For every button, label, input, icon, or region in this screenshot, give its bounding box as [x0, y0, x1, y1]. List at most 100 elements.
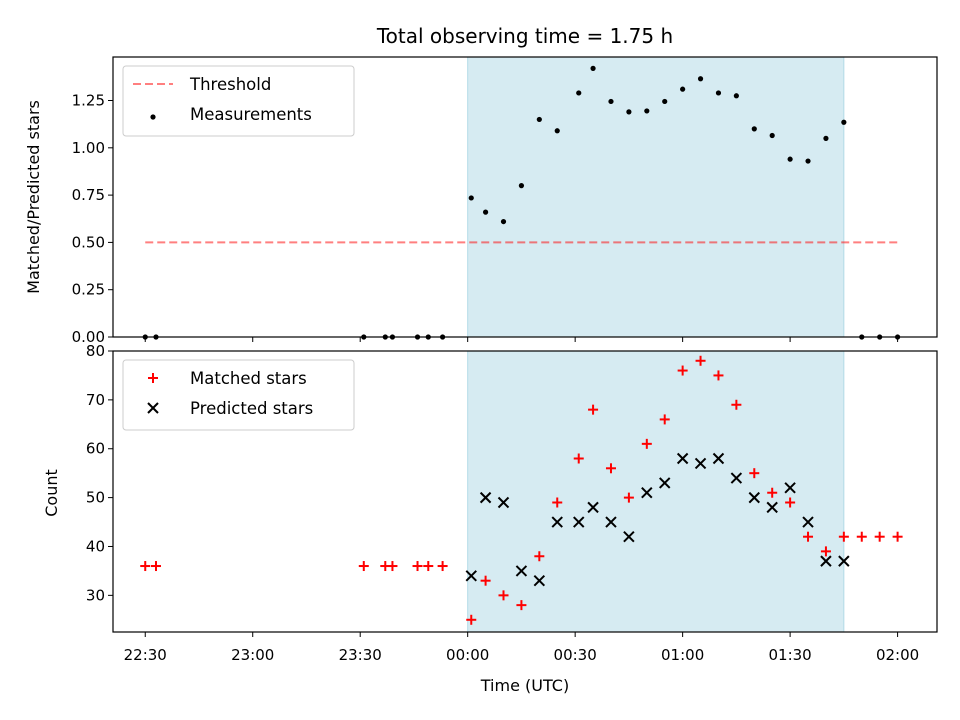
predicted-star-marker	[694, 457, 707, 470]
matched-star-marker	[498, 590, 509, 601]
observing-span	[467, 56, 845, 338]
axes-frame	[112, 56, 938, 338]
observing-span	[467, 350, 845, 633]
predicted-star-marker	[838, 555, 850, 567]
x-tick-label: 23:30	[339, 646, 382, 664]
predicted-star-marker	[623, 530, 635, 543]
measurement-point	[468, 195, 474, 201]
y-tick-label: 0.50	[72, 233, 105, 251]
top-y-axis-label: Matched/Predicted stars	[24, 100, 43, 294]
chart-title: Total observing time = 1.75 h	[376, 24, 673, 48]
matched-star-marker	[358, 561, 369, 572]
axes-frame	[112, 350, 938, 633]
bottom-panel: 30 40 50 60 70 80 22:30 23:00 23:30 00:00 00:30 01:…	[86, 342, 938, 664]
matched-star-marker	[731, 399, 742, 410]
matched-star-marker	[820, 546, 831, 557]
matched-star-marker	[387, 561, 398, 572]
measurement-point	[805, 158, 811, 164]
y-tick-label: 50	[86, 489, 105, 507]
legend-item: Predicted stars	[147, 399, 313, 418]
x-tick-label: 01:00	[661, 646, 704, 664]
measurement-point	[482, 209, 489, 215]
legend-label: Matched stars	[190, 369, 307, 388]
legend: Matched stars Predicted stars	[122, 359, 355, 431]
x-tick-label: 02:00	[876, 646, 919, 664]
measurement-point	[823, 135, 829, 141]
matched-star-marker	[437, 561, 448, 572]
legend-item: Measurements	[150, 105, 312, 124]
measurement-point	[590, 65, 596, 71]
legend-label: Predicted stars	[190, 399, 313, 418]
predicted-star-marker	[820, 555, 832, 567]
predicted-star-marker	[641, 487, 653, 499]
matched-star-marker	[767, 487, 778, 498]
matched-star-marker	[713, 370, 724, 381]
x-tick-label: 01:30	[768, 646, 811, 664]
y-tick-label: 0.75	[72, 186, 105, 204]
matched-star-marker	[423, 561, 434, 572]
measurement-point	[715, 90, 722, 96]
matched-star-marker	[480, 575, 491, 586]
matched-star-marker	[516, 600, 527, 611]
predicted-star-marker	[676, 452, 689, 465]
legend-item: Threshold	[133, 75, 271, 94]
predicted-star-marker	[659, 477, 671, 489]
series-plus	[140, 355, 903, 625]
matched-star-marker	[856, 531, 867, 542]
legend-item: Matched stars	[148, 369, 307, 388]
legend-box	[122, 359, 355, 431]
matched-star-marker	[412, 561, 423, 572]
y-tick-label: 1.00	[72, 139, 105, 157]
measurement-point	[662, 98, 668, 105]
matched-star-marker	[150, 561, 161, 572]
legend-plus-icon	[148, 373, 158, 383]
matched-star-marker	[623, 492, 634, 503]
matched-star-marker	[695, 355, 706, 366]
legend-x-icon	[147, 402, 159, 414]
series-x	[465, 452, 850, 587]
predicted-star-marker	[766, 501, 778, 514]
measurement-point	[518, 183, 525, 189]
predicted-star-marker	[551, 516, 563, 528]
predicted-star-marker	[497, 496, 510, 509]
matched-star-marker	[573, 453, 584, 464]
predicted-star-marker	[748, 491, 760, 504]
legend-box	[122, 65, 355, 137]
measurement-point	[841, 119, 847, 125]
measurement-point	[576, 90, 582, 96]
top-panel: 0.00 0.25 0.50 0.75 1.00 1.25 Threshold Measure…	[72, 56, 938, 346]
measurement-point	[680, 86, 686, 92]
measurement-point	[751, 126, 757, 132]
x-tick-label: 00:00	[446, 646, 489, 664]
measurement-point	[733, 93, 739, 99]
legend-label: Measurements	[190, 105, 312, 124]
y-tick-label: 0.25	[72, 281, 105, 299]
matched-star-marker	[552, 497, 563, 508]
y-tick-label: 40	[86, 537, 105, 555]
matched-star-marker	[534, 551, 545, 562]
measurement-point	[644, 108, 650, 114]
y-tick-label: 0.00	[72, 328, 105, 346]
matched-star-marker	[838, 531, 849, 542]
matched-star-marker	[605, 463, 616, 474]
measurement-point	[536, 116, 542, 123]
predicted-star-marker	[712, 452, 725, 465]
matched-star-marker	[641, 438, 652, 449]
predicted-star-marker	[784, 482, 796, 494]
matched-star-marker	[588, 404, 599, 415]
predicted-star-marker	[587, 501, 599, 514]
predicted-star-marker	[730, 472, 743, 484]
predicted-star-marker	[802, 516, 814, 528]
matched-star-marker	[803, 531, 814, 542]
matched-star-marker	[749, 468, 760, 479]
matched-star-marker	[466, 614, 477, 625]
y-tick-label: 80	[86, 342, 105, 360]
y-tick-label: 30	[86, 586, 105, 604]
predicted-star-marker	[573, 516, 585, 528]
legend-label: Threshold	[189, 75, 271, 94]
legend-dot-icon	[150, 114, 156, 120]
matched-star-marker	[140, 561, 151, 572]
y-tick-label: 1.25	[72, 92, 105, 110]
x-tick-label: 22:30	[124, 646, 167, 664]
measurement-point	[787, 156, 793, 162]
